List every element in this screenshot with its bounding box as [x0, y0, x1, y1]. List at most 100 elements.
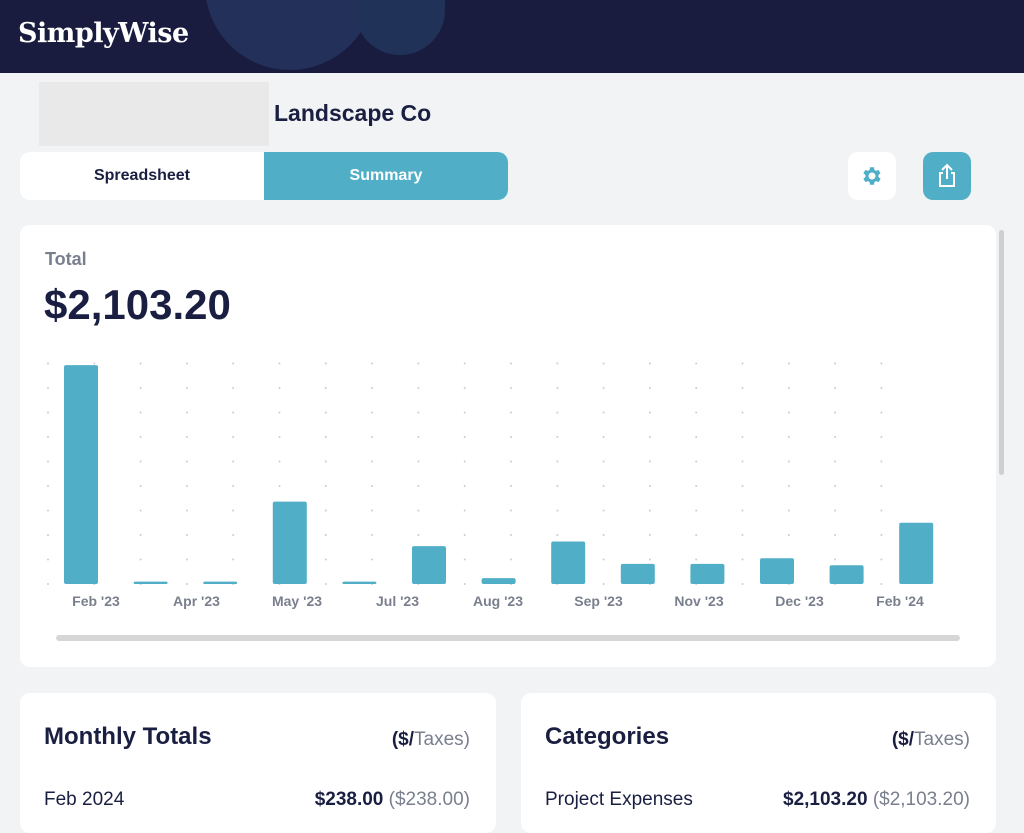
grid-dot [417, 509, 420, 512]
grid-dot [185, 362, 188, 365]
bar-oct--23[interactable] [620, 563, 655, 584]
grid-dot [417, 436, 420, 438]
bar-jun--23[interactable] [342, 581, 377, 584]
grid-dot [417, 485, 420, 487]
grid-dot [463, 362, 466, 365]
grid-dot [463, 387, 466, 389]
grid-dot [185, 436, 188, 438]
categories-unit-toggle[interactable]: ($/Taxes) [892, 729, 970, 751]
grid-dot [463, 411, 466, 414]
grid-dot [47, 485, 49, 487]
grid-dot [371, 387, 374, 389]
grid-dot [232, 534, 235, 536]
grid-dot [278, 362, 281, 365]
month-amount: $238.00 [314, 789, 384, 810]
grid-dot [510, 509, 512, 512]
grid-dot [463, 558, 466, 561]
grid-dot [741, 534, 744, 536]
monthly-unit-toggle[interactable]: ($/Taxes) [392, 729, 470, 751]
grid-dot [695, 558, 698, 561]
bar-aug--23[interactable] [481, 578, 516, 584]
grid-dot [324, 362, 327, 365]
grid-dot [324, 534, 327, 536]
company-name: Landscape Co [274, 100, 432, 126]
tab-summary[interactable]: Summary [264, 152, 508, 200]
grid-dot [463, 534, 466, 536]
grid-dot [510, 362, 512, 365]
grid-dot [880, 362, 883, 365]
bar-sep--23[interactable] [551, 541, 586, 584]
grid-dot [232, 509, 235, 512]
grid-dot [741, 460, 744, 463]
grid-dot [556, 460, 559, 463]
grid-dot [648, 436, 651, 438]
grid-dot [556, 387, 559, 389]
grid-dot [324, 436, 327, 438]
x-tick-label: Dec '23 [775, 593, 824, 609]
share-button[interactable] [923, 152, 971, 200]
grid-dot [139, 509, 142, 512]
grid-dot [185, 509, 188, 512]
bar-mar--23[interactable] [133, 581, 168, 584]
bar-may--23[interactable] [272, 501, 307, 584]
app-logo[interactable]: SimplyWise [18, 18, 189, 49]
grid-dot [47, 558, 49, 561]
list-item[interactable]: Project Expenses $2,103.20 ($2,103.20) [545, 789, 970, 811]
grid-dot [324, 485, 327, 487]
grid-dot [556, 362, 559, 365]
grid-dot [47, 411, 49, 414]
bar-apr--23[interactable] [203, 581, 238, 584]
x-tick-label: Sep '23 [574, 593, 623, 609]
bar-nov--23[interactable] [690, 563, 725, 584]
grid-dot [834, 436, 837, 438]
grid-dot [417, 534, 420, 536]
list-item[interactable]: Feb 2024 $238.00 ($238.00) [44, 789, 470, 811]
grid-dot [834, 558, 837, 561]
grid-dot [602, 460, 605, 463]
bar-jul--23[interactable] [412, 546, 446, 584]
grid-dot [185, 583, 188, 585]
grid-dot [47, 362, 49, 365]
x-tick-label: Jul '23 [376, 593, 419, 609]
bar-feb--23[interactable] [64, 365, 98, 584]
grid-dot [880, 534, 883, 536]
bar-dec--23[interactable] [760, 558, 794, 584]
grid-dot [741, 583, 744, 585]
grid-dot [880, 485, 883, 487]
grid-dot [648, 485, 651, 487]
tab-spreadsheet[interactable]: Spreadsheet [93, 167, 191, 184]
grid-dot [787, 411, 790, 414]
grid-dot [463, 485, 466, 487]
header-decoration [205, 0, 375, 70]
grid-dot [278, 387, 281, 389]
grid-dot [787, 362, 790, 365]
bar-jan--24[interactable] [829, 565, 864, 584]
page-vertical-scrollbar[interactable] [999, 230, 1004, 475]
grid-dot [139, 387, 142, 389]
grid-dot [47, 436, 49, 438]
grid-dot [648, 534, 651, 536]
grid-dot [139, 558, 142, 561]
grid-dot [324, 509, 327, 512]
grid-dot [741, 485, 744, 487]
settings-button[interactable] [848, 152, 896, 200]
grid-dot [695, 387, 698, 389]
x-tick-label: Nov '23 [674, 593, 723, 609]
grid-dot [232, 460, 235, 463]
grid-dot [371, 411, 374, 414]
grid-dot [880, 460, 883, 463]
share-icon [939, 163, 955, 187]
bar-feb--24[interactable] [899, 522, 934, 584]
grid-dot [185, 558, 188, 561]
total-card: Total $2,103.20 Feb '23 Apr '23 May '23 Jul… [20, 225, 996, 667]
x-tick-label: Feb '24 [876, 593, 924, 609]
grid-dot [510, 387, 512, 389]
chart-horizontal-scrollbar[interactable] [56, 635, 960, 641]
grid-dot [834, 509, 837, 512]
grid-dot [371, 362, 374, 365]
grid-dot [463, 460, 466, 463]
grid-dot [278, 411, 281, 414]
app-header: SimplyWise [0, 0, 1024, 73]
grid-dot [556, 436, 559, 438]
grid-dot [602, 411, 605, 414]
